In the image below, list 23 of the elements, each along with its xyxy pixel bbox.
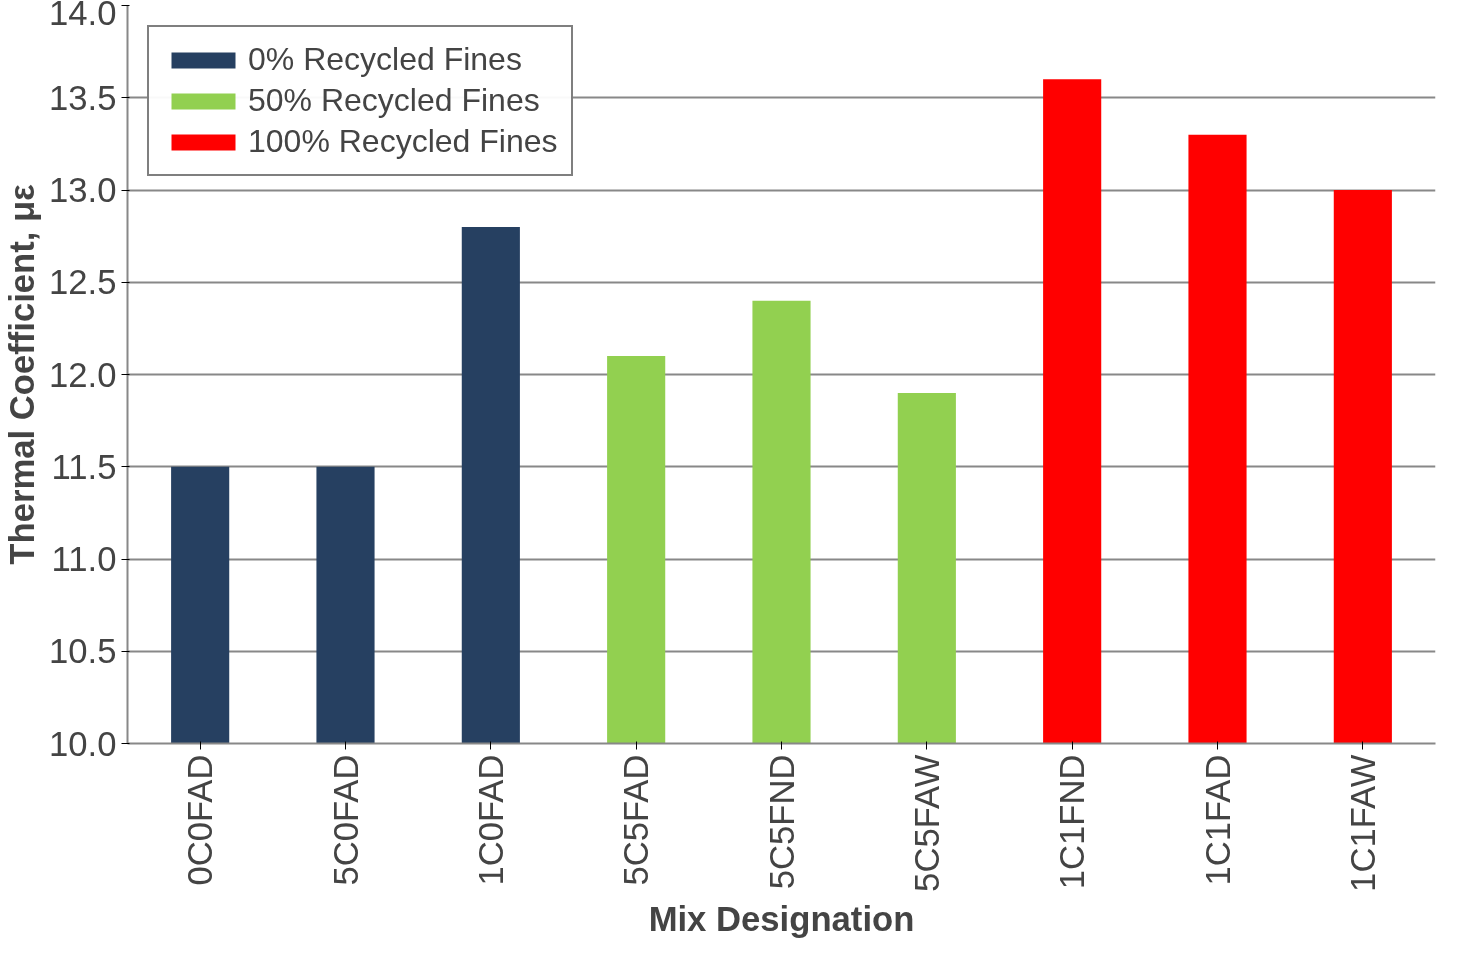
x-tick-label: 5C5FAD [617, 754, 656, 886]
x-tick-label: 1C1FND [1053, 754, 1092, 890]
legend-label: 0% Recycled Fines [248, 41, 522, 78]
x-tick-label: 5C5FAW [907, 754, 946, 892]
y-tick-label: 12.0 [49, 355, 117, 394]
x-axis-title: Mix Designation [648, 899, 915, 938]
y-tick-label: 11.5 [51, 447, 117, 486]
x-tick-label: 5C0FAD [326, 754, 365, 886]
x-tick-label: 1C1FAW [1343, 754, 1382, 892]
y-tick-label: 14.0 [49, 0, 117, 32]
x-tick-label: 5C5FND [762, 754, 801, 890]
y-tick-label: 13.0 [49, 171, 117, 209]
y-tick-label: 11.0 [51, 540, 117, 578]
y-tick-label: 10.0 [49, 724, 117, 763]
x-tick-label: 1C0FAD [471, 754, 510, 886]
x-tick-label: 0C0FAD [181, 754, 220, 886]
y-axis-title: Thermal Coefficient, με [3, 184, 42, 565]
y-tick-label: 13.5 [49, 78, 117, 117]
y-tick-label: 12.5 [49, 263, 117, 302]
legend-label: 100% Recycled Fines [248, 123, 558, 160]
y-tick-label: 10.5 [49, 632, 117, 671]
legend-label: 50% Recycled Fines [248, 82, 540, 119]
x-tick-label: 1C1FAD [1198, 754, 1237, 886]
